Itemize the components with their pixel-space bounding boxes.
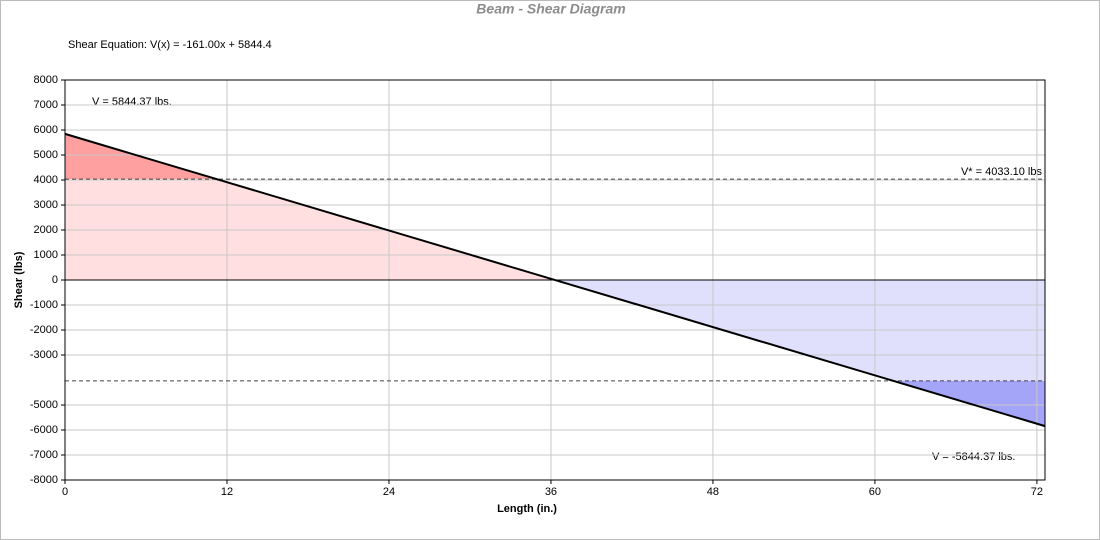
x-tick-label: 60: [869, 486, 881, 498]
x-tick-label: 0: [62, 486, 68, 498]
y-tick-label: 7000: [34, 99, 58, 111]
y-tick-label: 0: [52, 274, 58, 286]
y-tick-label: 3000: [34, 199, 58, 211]
shear-fill: [65, 380, 1045, 427]
y-tick-label: -5000: [30, 399, 58, 411]
y-tick-label: 2000: [34, 224, 58, 236]
shear-fill: [65, 133, 1045, 180]
x-tick-label: 48: [707, 486, 719, 498]
y-tick-label: 1000: [34, 249, 58, 261]
x-tick-label: 72: [1031, 486, 1043, 498]
x-tick-label: 36: [545, 486, 557, 498]
annotation: V* = 4033.10 lbs: [961, 166, 1043, 178]
annotation: V = 5844.37 lbs.: [92, 96, 172, 108]
x-tick-label: 12: [221, 486, 233, 498]
y-tick-label: -8000: [30, 474, 58, 486]
x-tick-label: 24: [383, 486, 395, 498]
y-tick-label: -6000: [30, 424, 58, 436]
subtitle: Shear Equation: V(x) = -161.00x + 5844.4: [68, 39, 272, 51]
y-tick-label: -7000: [30, 449, 58, 461]
x-axis-label: Length (in.): [497, 503, 557, 515]
y-axis-label: Shear (lbs): [13, 251, 25, 308]
y-tick-label: 6000: [34, 124, 58, 136]
chart-title: Beam - Shear Diagram: [476, 1, 625, 17]
y-tick-label: 8000: [34, 74, 58, 86]
y-tick-label: -1000: [30, 299, 58, 311]
y-tick-label: 4000: [34, 174, 58, 186]
y-tick-label: 5000: [34, 149, 58, 161]
annotation: V = -5844.37 lbs.: [932, 451, 1015, 463]
shear-line: [64, 132, 1046, 428]
y-tick-label: -2000: [30, 324, 58, 336]
plot-border: [64, 79, 1046, 481]
y-tick-label: -3000: [30, 349, 58, 361]
